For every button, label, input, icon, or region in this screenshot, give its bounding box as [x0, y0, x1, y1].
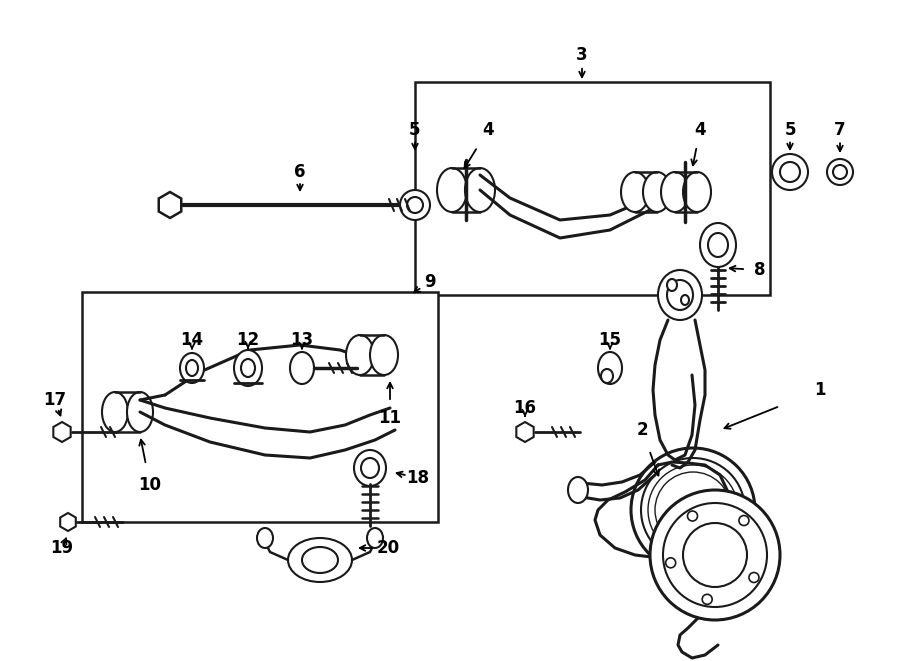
Text: 8: 8: [754, 261, 766, 279]
Ellipse shape: [643, 172, 671, 212]
Text: 4: 4: [694, 121, 706, 139]
Ellipse shape: [302, 547, 338, 573]
Text: 12: 12: [237, 331, 259, 349]
Ellipse shape: [437, 168, 467, 212]
Text: 5: 5: [410, 121, 421, 139]
Ellipse shape: [407, 197, 423, 213]
Circle shape: [739, 516, 749, 525]
Circle shape: [666, 558, 676, 568]
Ellipse shape: [288, 538, 352, 582]
Ellipse shape: [655, 472, 731, 548]
Text: 20: 20: [376, 539, 400, 557]
Ellipse shape: [354, 450, 386, 486]
Ellipse shape: [708, 233, 728, 257]
Ellipse shape: [833, 165, 847, 179]
Ellipse shape: [598, 352, 622, 384]
Ellipse shape: [180, 353, 204, 383]
Ellipse shape: [650, 490, 780, 620]
Text: 16: 16: [514, 399, 536, 417]
Text: 10: 10: [139, 476, 161, 494]
Text: 3: 3: [576, 46, 588, 64]
Ellipse shape: [648, 465, 738, 555]
Text: 17: 17: [43, 391, 67, 409]
Ellipse shape: [241, 359, 255, 377]
Text: 14: 14: [180, 331, 203, 349]
Ellipse shape: [631, 448, 755, 572]
Ellipse shape: [601, 369, 613, 383]
Bar: [415, 82, 770, 295]
Ellipse shape: [361, 458, 379, 478]
Ellipse shape: [827, 159, 853, 185]
Ellipse shape: [186, 360, 198, 376]
Ellipse shape: [661, 478, 725, 542]
Ellipse shape: [127, 392, 153, 432]
Ellipse shape: [370, 335, 398, 375]
Text: 11: 11: [379, 409, 401, 427]
Ellipse shape: [681, 295, 689, 305]
Text: 15: 15: [598, 331, 622, 349]
Ellipse shape: [102, 392, 128, 432]
Ellipse shape: [683, 523, 747, 587]
Ellipse shape: [290, 352, 314, 384]
Ellipse shape: [663, 503, 767, 607]
Text: 19: 19: [50, 539, 74, 557]
Circle shape: [702, 594, 712, 604]
Ellipse shape: [465, 168, 495, 212]
Text: 9: 9: [424, 273, 436, 291]
Ellipse shape: [621, 172, 649, 212]
Ellipse shape: [683, 172, 711, 212]
Circle shape: [688, 511, 698, 521]
Ellipse shape: [641, 458, 745, 562]
Ellipse shape: [234, 350, 262, 386]
Text: 13: 13: [291, 331, 313, 349]
Text: 5: 5: [784, 121, 796, 139]
Ellipse shape: [661, 172, 689, 212]
Text: 1: 1: [814, 381, 826, 399]
Ellipse shape: [667, 279, 677, 291]
Text: 4: 4: [482, 121, 494, 139]
Circle shape: [749, 572, 759, 582]
Ellipse shape: [257, 528, 273, 548]
Text: 18: 18: [407, 469, 429, 487]
Ellipse shape: [367, 528, 383, 548]
Text: 2: 2: [636, 421, 648, 439]
Text: 7: 7: [834, 121, 846, 139]
Ellipse shape: [667, 280, 693, 310]
Ellipse shape: [400, 190, 430, 220]
Ellipse shape: [700, 223, 736, 267]
Ellipse shape: [568, 477, 588, 503]
Ellipse shape: [780, 162, 800, 182]
Text: 6: 6: [294, 163, 306, 181]
Ellipse shape: [658, 270, 702, 320]
Bar: [82, 292, 438, 522]
Ellipse shape: [346, 335, 374, 375]
Ellipse shape: [772, 154, 808, 190]
